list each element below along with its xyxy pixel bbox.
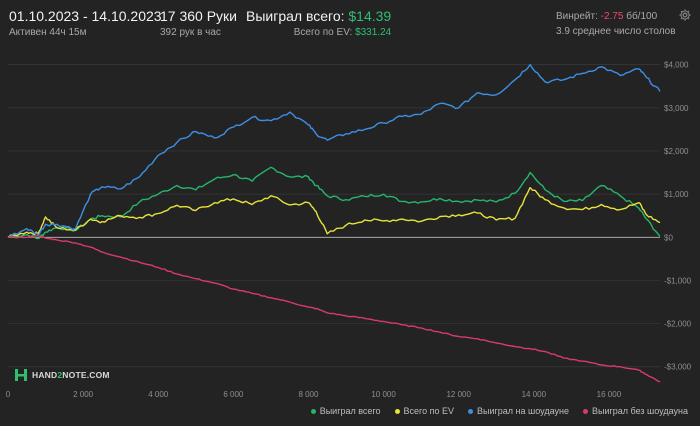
series-line — [7, 63, 661, 238]
active-time: Активен 44ч 15м — [9, 27, 87, 38]
series-line — [7, 166, 661, 240]
legend-label: Выиграл всего — [319, 406, 381, 416]
hands-count: 17 360 Руки — [160, 8, 237, 24]
won-total-label: Выиграл всего: — [246, 8, 345, 24]
hand2note-logo: HAND2NOTE.COM — [14, 366, 110, 384]
x-tick-label: 6 000 — [223, 390, 244, 399]
y-tick-label: $0 — [664, 233, 673, 242]
winrate-label: Винрейт: — [556, 11, 598, 22]
x-tick-label: 4 000 — [148, 390, 169, 399]
y-tick-label: $3,000 — [664, 104, 689, 113]
legend-label: Выиграл на шоудауне — [477, 406, 569, 416]
legend-dot-icon — [310, 408, 316, 414]
date-block: 01.10.2023 - 14.10.2023 Активен 44ч 15м — [9, 8, 162, 39]
x-tick-label: 14 000 — [522, 390, 547, 399]
x-tick-label: 16 000 — [597, 390, 622, 399]
ev-total-label: Всего по EV: — [293, 27, 353, 38]
chart-grid — [8, 64, 660, 368]
won-total: Выиграл всего: $14.39 — [246, 8, 391, 24]
legend-dot-icon — [394, 408, 400, 414]
won-total-value: $14.39 — [348, 8, 392, 24]
avg-tables: 3.9 среднее число столов — [556, 26, 676, 37]
y-tick-label: -$3,000 — [664, 363, 692, 372]
stats-header: 01.10.2023 - 14.10.2023 Активен 44ч 15м … — [0, 0, 700, 48]
legend-dot-icon — [468, 408, 474, 414]
series-line — [7, 234, 661, 383]
winrate-block: Винрейт: -2.75 бб/100 3.9 среднее число … — [556, 10, 676, 38]
x-tick-label: 10 000 — [371, 390, 396, 399]
x-axis-ticks: 0 2 000 4 000 6 000 8 000 10 000 12 000 14 000 1… — [6, 390, 622, 399]
x-tick-label: 2 000 — [73, 390, 94, 399]
y-tick-label: -$1,000 — [664, 276, 692, 285]
legend-item[interactable]: Всего по EV — [394, 406, 455, 416]
legend-dot-icon — [583, 408, 588, 414]
y-tick-label: $2,000 — [664, 147, 689, 156]
y-tick-label: $1,000 — [664, 190, 689, 199]
chart-legend: Выиграл всего Всего по EV Выиграл на шоуда… — [310, 406, 688, 416]
hand2note-logo-icon — [15, 369, 27, 381]
winrate-value: -2.75 — [600, 11, 624, 22]
legend-label: Всего по EV — [403, 406, 455, 416]
hand2note-logo-text: HAND2NOTE.COM — [32, 370, 110, 380]
legend-item[interactable]: Выиграл всего — [310, 406, 381, 416]
legend-item[interactable]: Выиграл на шоудауне — [468, 406, 569, 416]
y-tick-label: $4,000 — [664, 61, 689, 70]
x-tick-label: 12 000 — [446, 390, 471, 399]
x-tick-label: 0 — [6, 390, 11, 399]
hands-block: 17 360 Руки 392 рук в час — [160, 8, 237, 39]
series-line — [7, 186, 661, 238]
ev-total: Всего по EV: $331.24 — [246, 26, 391, 39]
winrate-unit: бб/100 — [626, 11, 658, 22]
hands-per-hour: 392 рук в час — [160, 27, 221, 38]
legend-label: Выиграл без шоудауна — [592, 406, 688, 416]
gear-icon[interactable] — [678, 8, 692, 22]
date-range[interactable]: 01.10.2023 - 14.10.2023 — [9, 8, 162, 24]
legend-item[interactable]: Выиграл без шоудауна — [583, 406, 688, 416]
winrate: Винрейт: -2.75 бб/100 — [556, 10, 676, 23]
ev-total-value: $331.24 — [355, 27, 392, 38]
x-tick-label: 8 000 — [298, 390, 319, 399]
series-lines — [7, 63, 661, 383]
won-block: Выиграл всего: $14.39 Всего по EV: $331.… — [246, 8, 391, 39]
y-tick-label: -$2,000 — [664, 320, 692, 329]
y-axis-ticks: -$3,000 -$2,000 -$1,000 $0 $1,000 $2,000 $3,00… — [664, 61, 692, 372]
